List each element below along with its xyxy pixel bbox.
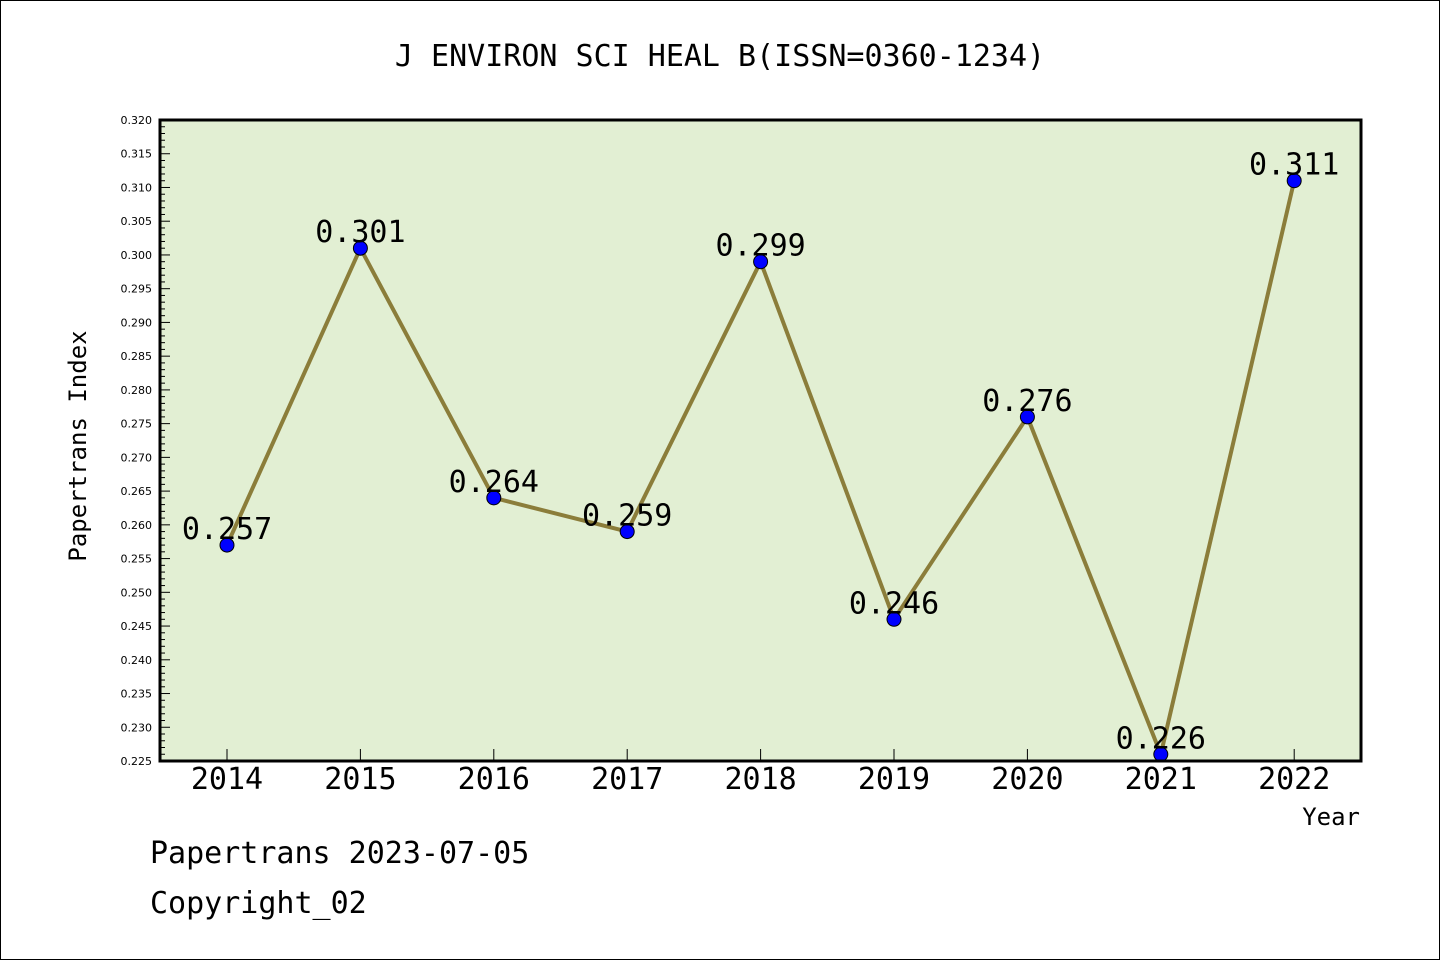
data-point	[886, 611, 902, 627]
y-tick-label: 0.235	[121, 688, 153, 701]
y-tick-label: 0.260	[121, 519, 153, 532]
x-tick-label: 2016	[458, 762, 530, 797]
x-tick-label: 2018	[724, 762, 796, 797]
data-point	[1019, 409, 1035, 425]
plot-border	[158, 118, 1363, 763]
x-axis: 2014 2015 2016 2017 2018 2019 2020 2021 2022	[191, 749, 1330, 797]
x-axis-label: Year	[1302, 803, 1360, 831]
y-tick-label: 0.310	[121, 181, 153, 194]
y-tick-label: 0.305	[121, 215, 153, 228]
y-tick-label: 0.270	[121, 451, 153, 464]
y-tick-label: 0.265	[121, 485, 153, 498]
x-tick-label: 2019	[858, 762, 930, 797]
y-tick-label: 0.280	[121, 384, 153, 397]
data-label: 0.226	[1116, 721, 1206, 756]
x-tick-label: 2021	[1125, 762, 1197, 797]
x-tick-label: 2022	[1258, 762, 1330, 797]
data-label: 0.276	[982, 384, 1072, 419]
y-tick-label: 0.285	[121, 350, 153, 363]
y-tick-label: 0.295	[121, 283, 153, 296]
y-axis: 0.225 0.230 0.235 0.240 0.245 0.250 0.255 0.260…	[121, 114, 170, 768]
x-tick-label: 2014	[191, 762, 263, 797]
y-tick-label: 0.250	[121, 586, 153, 599]
y-tick-label: 0.290	[121, 316, 153, 329]
series-line-group: 0.257 0.301 0.264 0.259 0.299 0.246 0.276 0.226…	[182, 148, 1339, 762]
y-tick-label: 0.230	[121, 721, 153, 734]
y-tick-label: 0.240	[121, 654, 153, 667]
y-tick-label: 0.300	[121, 249, 153, 262]
data-point	[352, 240, 368, 256]
chart-title: J ENVIRON SCI HEAL B(ISSN=0360-1234)	[395, 39, 1045, 74]
data-label: 0.257	[182, 512, 272, 547]
y-tick-label: 0.255	[121, 553, 153, 566]
data-label: 0.264	[449, 465, 539, 500]
data-point	[219, 537, 235, 553]
x-tick-label: 2015	[324, 762, 396, 797]
data-point	[486, 490, 502, 506]
data-point	[1286, 173, 1302, 189]
data-label: 0.259	[582, 499, 672, 534]
y-tick-label: 0.315	[121, 148, 153, 161]
data-label: 0.301	[315, 215, 405, 250]
plot-area	[160, 120, 1361, 761]
data-label: 0.246	[849, 586, 939, 621]
source-date-text: Papertrans 2023-07-05	[150, 836, 530, 871]
y-tick-label: 0.245	[121, 620, 153, 633]
y-tick-label: 0.320	[121, 114, 153, 127]
data-point	[619, 524, 635, 540]
data-point	[753, 254, 769, 270]
x-tick-label: 2017	[591, 762, 663, 797]
x-tick-label: 2020	[991, 762, 1063, 797]
data-label: 0.311	[1249, 148, 1339, 183]
copyright-text: Copyright_02	[150, 886, 367, 921]
y-tick-label: 0.275	[121, 418, 153, 431]
data-label: 0.299	[715, 229, 805, 264]
y-tick-label: 0.225	[121, 755, 153, 768]
y-axis-label: Papertrans Index	[64, 330, 92, 561]
